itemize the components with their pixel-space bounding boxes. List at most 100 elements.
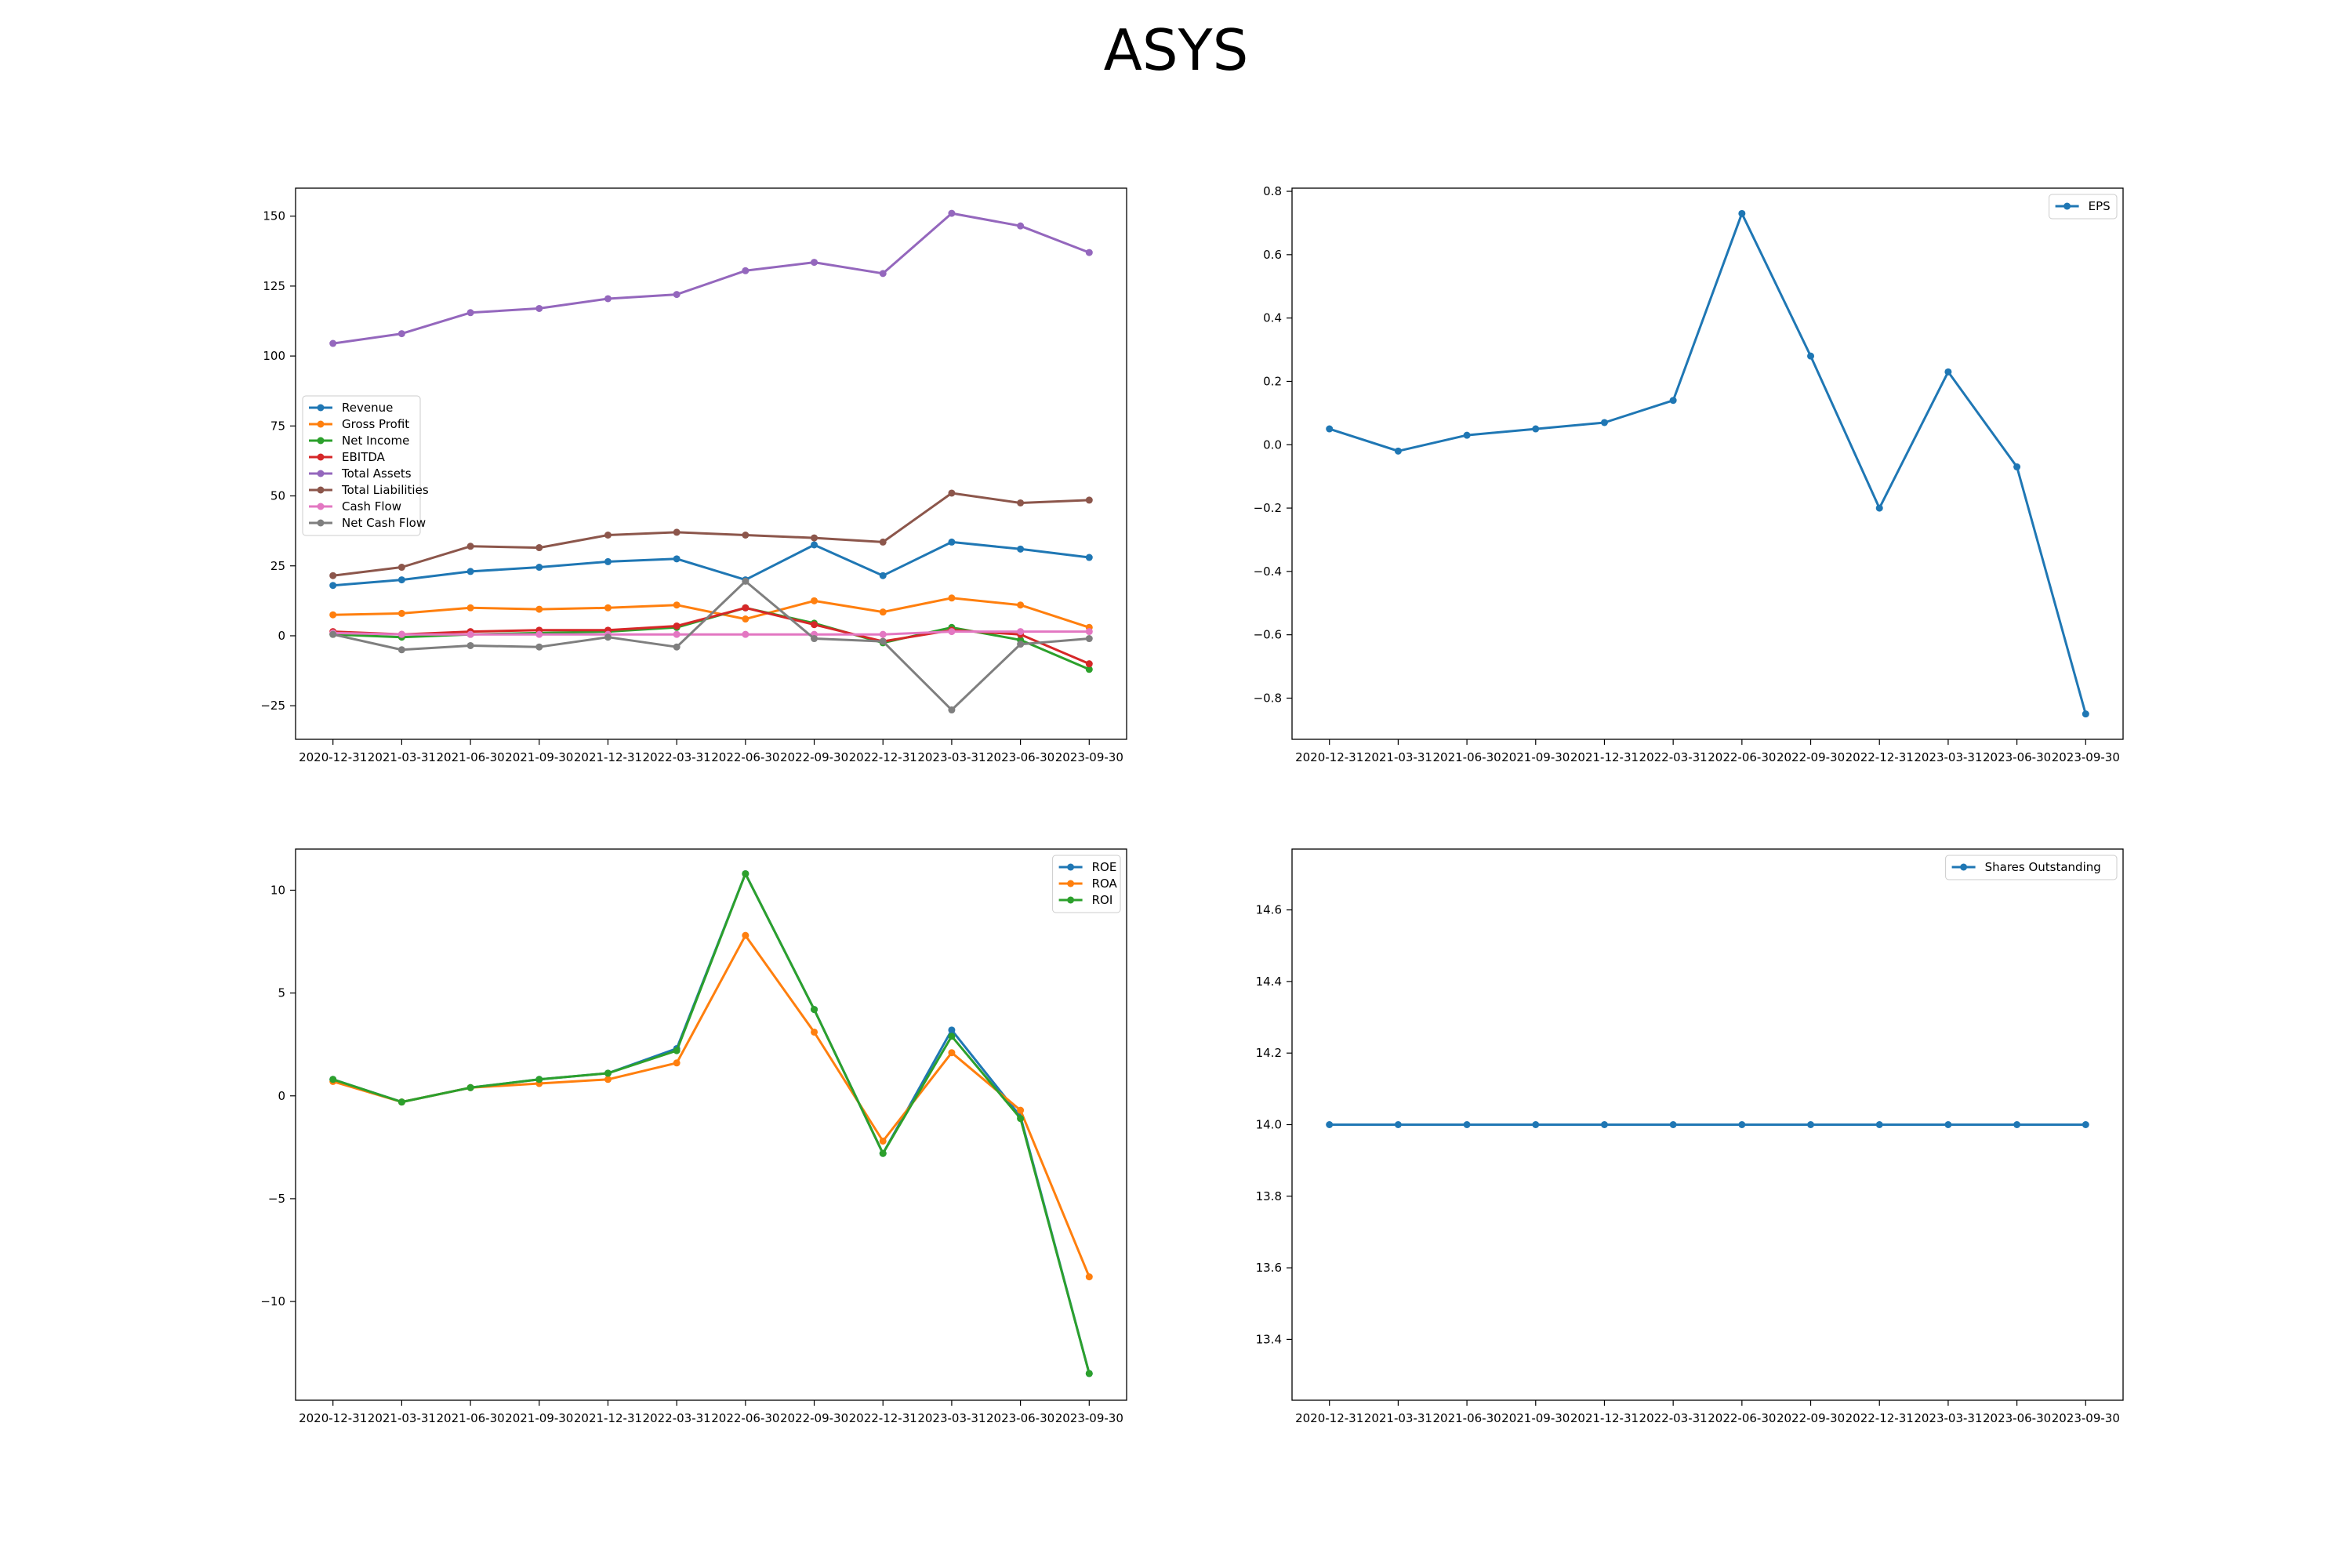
x-tick-label: 2023-06-30 (1983, 750, 2051, 764)
data-point-net-cash-flow (673, 643, 681, 651)
legend-box (2049, 194, 2118, 220)
legend-label-total-assets: Total Assets (341, 466, 412, 481)
data-point-net-cash-flow (466, 641, 474, 649)
data-point-cash-flow (742, 630, 750, 638)
y-tick-label: 25 (270, 559, 285, 573)
legend-marker-gross-profit (317, 420, 325, 428)
data-point-net-cash-flow (1017, 641, 1025, 648)
x-tick-label: 2021-09-30 (505, 750, 573, 764)
data-point-total-liabilities (879, 538, 887, 546)
data-point-eps (1738, 209, 1746, 217)
x-tick-label: 2020-12-31 (299, 1411, 367, 1425)
y-tick-label: 0.4 (1263, 311, 1282, 325)
data-point-roi (466, 1083, 474, 1091)
legend-marker-roa (1067, 880, 1075, 887)
x-tick-label: 2021-03-31 (1364, 750, 1432, 764)
data-point-gross-profit (742, 615, 750, 623)
y-tick-label: 13.6 (1256, 1261, 1282, 1275)
x-tick-label: 2021-12-31 (1570, 1411, 1639, 1425)
y-tick-label: 0.8 (1263, 184, 1282, 198)
x-tick-label: 2021-09-30 (1501, 750, 1570, 764)
y-tick-label: −10 (260, 1294, 285, 1308)
data-point-total-assets (604, 295, 612, 303)
data-point-roi (329, 1076, 337, 1083)
data-point-total-liabilities (1017, 499, 1025, 506)
data-point-gross-profit (329, 611, 337, 619)
x-tick-label: 2021-03-31 (368, 1411, 436, 1425)
data-point-gross-profit (879, 608, 887, 616)
data-point-shares-outstanding (1532, 1121, 1540, 1128)
plot-frame (295, 848, 1127, 1401)
data-point-total-liabilities (535, 544, 543, 552)
data-point-total-assets (742, 267, 750, 274)
data-point-gross-profit (604, 604, 612, 612)
data-point-ebitda (1085, 660, 1093, 668)
x-tick-label: 2021-06-30 (1432, 750, 1501, 764)
data-point-roa (673, 1059, 681, 1067)
y-tick-label: 0.0 (1263, 437, 1282, 452)
legend-label-shares-outstanding: Shares Outstanding (1985, 860, 2101, 874)
data-point-roi (948, 1033, 956, 1040)
data-point-total-assets (948, 209, 956, 217)
data-point-cash-flow (948, 628, 956, 636)
data-point-roi (811, 1006, 818, 1014)
x-tick-label: 2020-12-31 (1295, 1411, 1363, 1425)
data-point-eps (1326, 425, 1334, 433)
data-point-cash-flow (1085, 628, 1093, 636)
x-tick-label: 2021-12-31 (1570, 750, 1639, 764)
data-point-roi (397, 1098, 405, 1106)
data-point-revenue (948, 538, 956, 546)
legend-marker-net-income (317, 437, 325, 445)
data-point-eps (1944, 368, 1952, 376)
x-tick-label: 2022-09-30 (1777, 1411, 1845, 1425)
data-point-cash-flow (1017, 628, 1025, 636)
x-tick-label: 2022-12-31 (1846, 1411, 1914, 1425)
legend-label-cash-flow: Cash Flow (342, 499, 401, 514)
x-tick-label: 2021-06-30 (1432, 1411, 1501, 1425)
y-tick-label: 75 (270, 419, 285, 433)
legend-label-revenue: Revenue (342, 401, 393, 415)
data-point-gross-profit (535, 605, 543, 613)
legend-label-roa: ROA (1092, 877, 1118, 891)
series-line-revenue (332, 540, 1090, 587)
x-tick-label: 2021-12-31 (574, 750, 642, 764)
x-tick-label: 2022-03-31 (1639, 750, 1708, 764)
y-tick-label: 100 (263, 349, 285, 363)
y-tick-label: 14.2 (1256, 1046, 1282, 1060)
y-tick-label: 14.0 (1256, 1118, 1282, 1132)
data-point-shares-outstanding (1738, 1121, 1746, 1128)
data-point-shares-outstanding (1463, 1121, 1471, 1128)
y-tick-label: 13.8 (1256, 1189, 1282, 1203)
legend-marker-roi (1067, 896, 1075, 904)
data-point-total-assets (879, 270, 887, 278)
data-point-total-assets (466, 309, 474, 317)
y-tick-label: 13.4 (1256, 1332, 1282, 1346)
data-point-roi (742, 869, 750, 877)
y-tick-label: −0.4 (1254, 564, 1282, 579)
data-point-net-cash-flow (535, 643, 543, 651)
legend-marker-cash-flow (317, 503, 325, 510)
data-point-total-liabilities (466, 543, 474, 550)
x-tick-label: 2023-09-30 (2052, 1411, 2120, 1425)
legend-marker-ebitda (317, 453, 325, 461)
data-point-gross-profit (466, 604, 474, 612)
x-tick-label: 2022-06-30 (1708, 750, 1776, 764)
data-point-total-liabilities (811, 534, 818, 542)
data-point-net-cash-flow (742, 577, 750, 585)
data-point-ebitda (811, 621, 818, 629)
data-point-net-cash-flow (879, 637, 887, 645)
plot-frame (295, 187, 1127, 740)
y-tick-label: −0.2 (1254, 501, 1282, 515)
x-tick-label: 2021-06-30 (436, 750, 504, 764)
x-tick-label: 2023-03-31 (1914, 750, 1982, 764)
data-point-eps (2013, 463, 2021, 471)
legend-label-total-liabilities: Total Liabilities (341, 483, 429, 497)
series-line-eps (1329, 212, 2087, 715)
data-point-roi (879, 1149, 887, 1157)
legend-label-roe: ROE (1092, 860, 1117, 874)
y-tick-label: 0.2 (1263, 374, 1282, 388)
data-point-roa (604, 1076, 612, 1083)
data-point-shares-outstanding (2013, 1121, 2021, 1128)
